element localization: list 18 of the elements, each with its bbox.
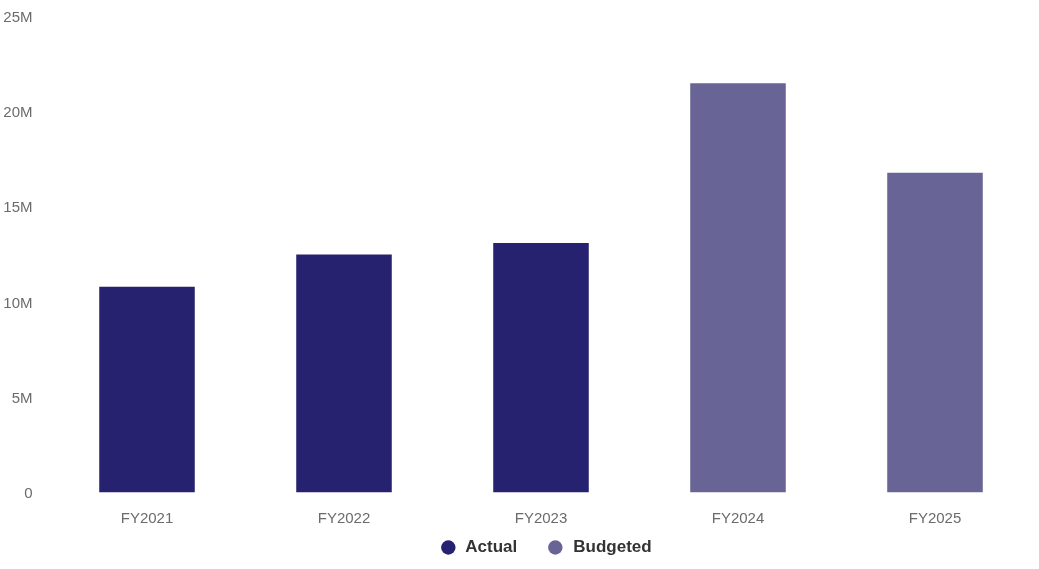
y-tick-label: 10M bbox=[3, 293, 33, 311]
legend-label: Actual bbox=[465, 537, 518, 557]
y-tick-label: 0 bbox=[24, 484, 33, 501]
bar bbox=[493, 243, 589, 493]
y-tick-label: 5M bbox=[11, 388, 33, 406]
y-tick-label: 20M bbox=[3, 103, 33, 121]
x-tick-label: FY2024 bbox=[711, 508, 765, 526]
bar bbox=[99, 286, 195, 493]
x-tick-label: FY2021 bbox=[120, 508, 174, 526]
x-tick-label: FY2022 bbox=[317, 508, 371, 526]
x-tick-label: FY2025 bbox=[908, 508, 962, 526]
y-tick-label: 25M bbox=[3, 8, 33, 25]
y-tick-label: 15M bbox=[3, 198, 33, 216]
x-tick-label: FY2023 bbox=[514, 508, 568, 526]
bar bbox=[296, 254, 392, 493]
legend-label: Budgeted bbox=[573, 537, 652, 557]
bar bbox=[690, 83, 786, 493]
bar bbox=[887, 172, 983, 493]
